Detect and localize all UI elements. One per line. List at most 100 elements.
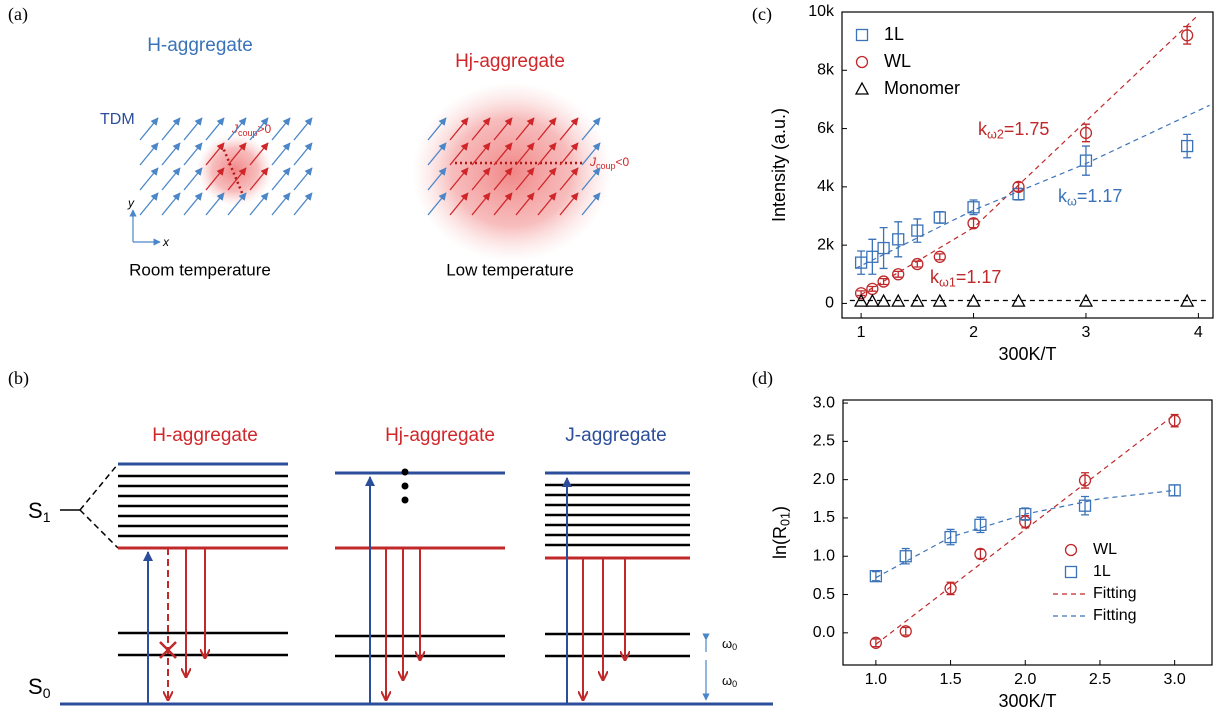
y-tick-label: 0.5 [813, 586, 835, 603]
tdm-arrow [559, 142, 579, 166]
panel-label: (d) [752, 368, 773, 389]
panel-label: (a) [8, 4, 28, 25]
ellipsis-dot [401, 496, 409, 504]
point [1079, 126, 1093, 140]
point [974, 518, 987, 531]
tdm-arrow [493, 167, 513, 191]
plot-frame [842, 399, 1213, 666]
tdm-arrow [271, 167, 291, 191]
tdm-arrow [493, 117, 513, 141]
tdm-arrow [227, 192, 247, 216]
point [1168, 484, 1181, 497]
tdm-arrow [559, 117, 579, 141]
y-tick-label: 4k [817, 178, 835, 195]
y-tick-label: 1.5 [813, 509, 835, 526]
error-bar [879, 278, 888, 286]
subscript: coup [596, 161, 616, 171]
point [1168, 414, 1181, 427]
error-bar [969, 218, 978, 229]
tdm-arrow [581, 142, 601, 166]
tdm-arrow [449, 192, 469, 216]
legend-label: Monomer [884, 78, 960, 98]
point [1078, 293, 1094, 307]
legend-label: Fitting [1093, 607, 1137, 624]
point [967, 217, 980, 230]
tdm-arrow [515, 142, 535, 166]
point [1064, 543, 1078, 557]
point [855, 55, 869, 69]
energy-levels [118, 462, 690, 658]
tdm-arrow [537, 142, 557, 166]
point [877, 241, 890, 255]
y-tick-label: 8k [817, 62, 835, 79]
error-bar [871, 570, 880, 582]
point [892, 233, 905, 246]
symbol: ω [722, 673, 732, 688]
axis-label: y [127, 196, 135, 210]
y-tick-label: 2k [817, 236, 835, 253]
error-bar [1081, 495, 1090, 516]
error-bar [868, 238, 877, 275]
tdm-arrow [515, 192, 535, 216]
point [911, 224, 924, 237]
error-bar [871, 638, 880, 648]
state-label: S1 [28, 498, 51, 525]
point [1078, 474, 1092, 487]
fit-line [875, 489, 1175, 579]
tdm-arrow [227, 142, 247, 166]
point [854, 81, 870, 95]
point [966, 293, 981, 307]
point [933, 211, 946, 224]
tdm-arrow [183, 167, 203, 191]
tdm-arrow [161, 142, 181, 166]
ellipsis-dot [401, 468, 409, 476]
error-bar [935, 253, 944, 261]
forbidden-mark [159, 641, 177, 659]
tdm-arrow [161, 117, 181, 141]
tdm-arrow [449, 167, 469, 191]
panel-label: (c) [752, 4, 772, 25]
point [911, 257, 924, 271]
error-bar [1170, 484, 1179, 497]
symbol: S [28, 674, 43, 699]
tdm-arrow [205, 192, 225, 216]
x-tick-label: 1 [857, 324, 866, 341]
tdm-arrow [183, 117, 203, 141]
tdm-arrow [183, 142, 203, 166]
x-tick-label: 1.0 [865, 671, 887, 688]
x-tick-label: 2.0 [1014, 671, 1036, 688]
point [1078, 499, 1092, 512]
tdm-arrow [293, 192, 313, 216]
point [1064, 565, 1078, 579]
text-part: k [978, 119, 988, 139]
title: H-aggregate [147, 35, 253, 56]
tdm-arrow [183, 192, 203, 216]
point [855, 28, 869, 42]
legend-label: 1L [1093, 563, 1111, 580]
error-bar [894, 270, 903, 278]
x-tick-label: 3.0 [1164, 671, 1186, 688]
legend-label: Fitting [1093, 585, 1137, 602]
tdm-arrow [515, 167, 535, 191]
title: Hj-aggregate [455, 51, 565, 72]
point [967, 201, 980, 214]
tdm-arrow [139, 117, 159, 141]
text-part: ) [770, 506, 790, 512]
relation: <0 [616, 155, 630, 169]
error-bar [901, 626, 910, 636]
ellipsis-dot [401, 482, 409, 490]
tdm-arrow [449, 117, 469, 141]
point [1180, 293, 1195, 307]
point [866, 250, 879, 263]
title: Hj-aggregate [385, 425, 495, 446]
text-part: =1.17 [1077, 186, 1123, 206]
tdm-arrow [249, 167, 269, 191]
tdm-arrow [581, 117, 601, 141]
y-tick-label: 3.0 [813, 394, 835, 411]
tdm-arrow [271, 117, 291, 141]
caption: Low temperature [446, 260, 574, 279]
bracket [79, 463, 119, 549]
state-label: S0 [28, 674, 51, 701]
